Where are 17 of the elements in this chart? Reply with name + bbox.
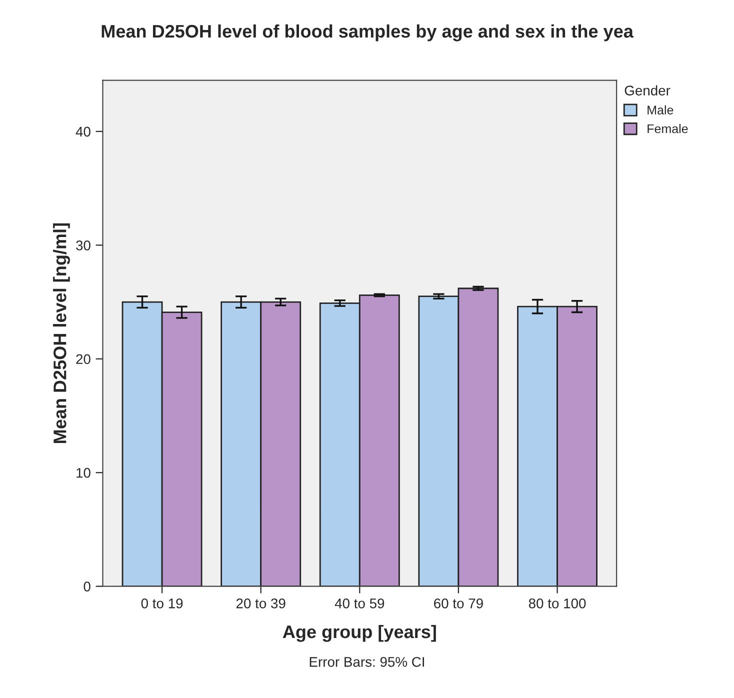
y-tick-label: 30 [76, 240, 90, 250]
x-tick-label: 80 to 100 [528, 598, 586, 608]
y-axis-title: Mean D25OH level [ng/ml] [53, 223, 70, 443]
y-tick-label: 40 [76, 126, 90, 137]
y-tick-label: 0 [84, 582, 90, 592]
y-tick-label: 10 [76, 468, 90, 478]
x-tick-label: 20 to 39 [236, 598, 286, 608]
legend-label: Male [648, 105, 674, 114]
text: Error Bars: 95% CI [310, 656, 424, 667]
y-tick-label: 20 [76, 354, 90, 364]
legend-label: Female [648, 124, 688, 134]
chart-title: Mean D25OH level of blood samples by age and sex in the yea [102, 24, 634, 42]
x-tick-label: 40 to 59 [334, 598, 384, 608]
x-axis-title: Age group [years] [282, 624, 436, 642]
x-tick-label: 60 to 79 [434, 598, 483, 608]
x-tick-label: 0 to 19 [141, 598, 183, 608]
legend-title: Gender [624, 85, 670, 96]
